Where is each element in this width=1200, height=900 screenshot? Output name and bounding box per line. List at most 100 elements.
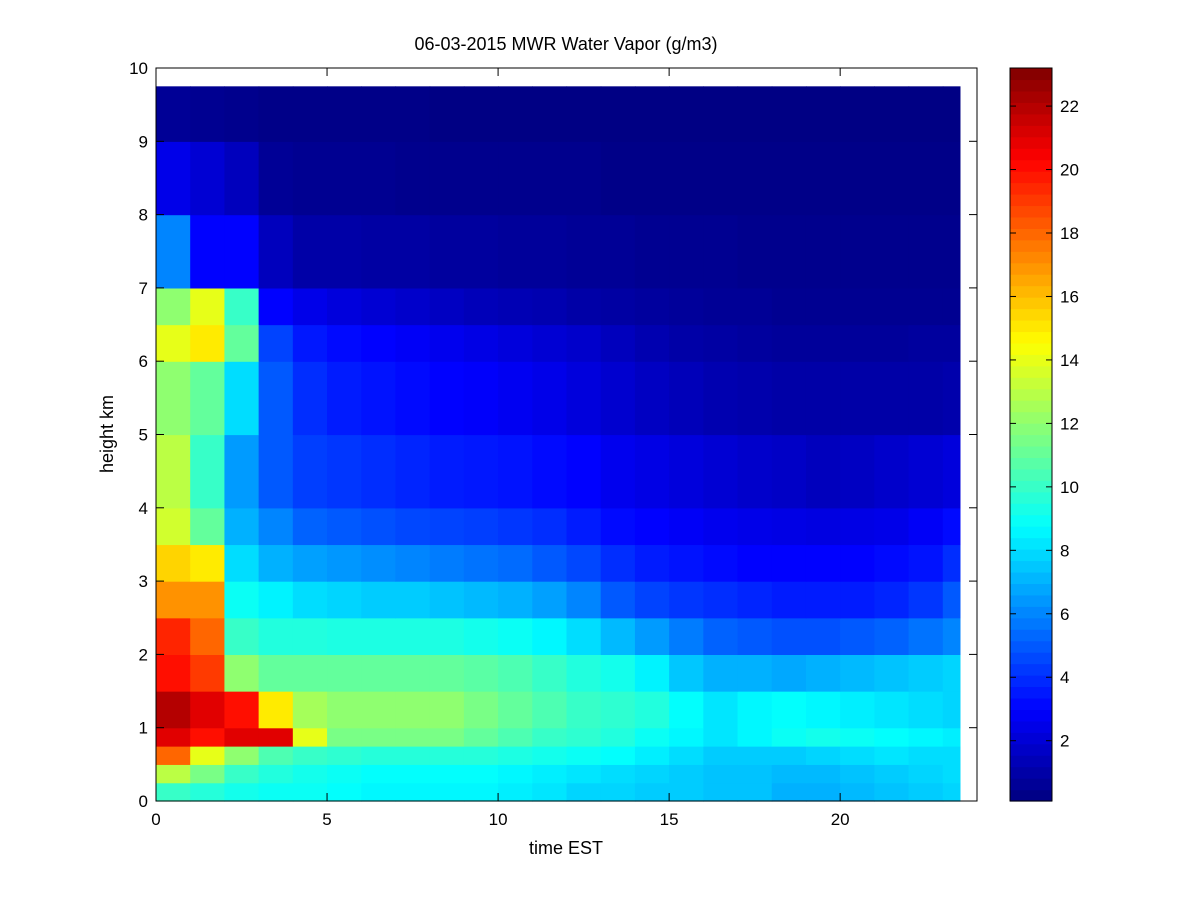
heatmap-cell — [942, 544, 961, 582]
heatmap-cell — [532, 746, 568, 765]
heatmap-cell — [190, 324, 226, 362]
heatmap-cell — [874, 691, 910, 729]
heatmap-cell — [771, 214, 807, 289]
y-tick-label: 6 — [139, 352, 148, 371]
heatmap-cell — [634, 434, 670, 509]
heatmap-cell — [566, 727, 602, 747]
heatmap-cell — [190, 764, 226, 784]
heatmap-cell — [292, 434, 328, 509]
heatmap-cell — [156, 507, 191, 546]
heatmap-cell — [190, 544, 226, 582]
heatmap-cell — [669, 746, 704, 765]
colorbar-swatch — [1010, 640, 1052, 653]
heatmap-cell — [327, 287, 362, 326]
heatmap-cell — [224, 507, 260, 546]
heatmap-cell — [429, 782, 465, 802]
heatmap-cell — [224, 782, 260, 802]
colorbar-swatch — [1010, 560, 1052, 573]
heatmap-cell — [498, 764, 533, 784]
heatmap-cell — [703, 544, 739, 582]
heatmap-cell — [737, 617, 773, 655]
heatmap-cell — [327, 544, 362, 582]
colorbar-tick-label: 16 — [1060, 287, 1079, 306]
heatmap-cell — [874, 287, 910, 326]
heatmap-cell — [258, 214, 294, 289]
heatmap-cell — [600, 86, 636, 142]
heatmap-cell — [874, 654, 910, 692]
heatmap-cell — [669, 581, 704, 619]
heatmap-cell — [429, 727, 465, 747]
x-tick-label: 0 — [151, 810, 160, 829]
heatmap-cell — [805, 287, 841, 326]
heatmap-cell — [908, 764, 944, 784]
colorbar-tick-label: 22 — [1060, 97, 1079, 116]
heatmap-cell — [874, 581, 910, 619]
heatmap-cell — [771, 654, 807, 692]
heatmap-cell — [498, 544, 533, 582]
heatmap-cell — [942, 86, 961, 142]
heatmap-cell — [258, 727, 294, 747]
heatmap-cell — [600, 581, 636, 619]
heatmap-cell — [669, 214, 704, 289]
heatmap-cell — [224, 727, 260, 747]
heatmap-cell — [190, 214, 226, 289]
heatmap-cell — [669, 287, 704, 326]
heatmap-cell — [395, 86, 431, 142]
heatmap-cell — [258, 86, 294, 142]
heatmap-cell — [395, 782, 431, 802]
heatmap-cell — [463, 324, 499, 362]
heatmap-cell — [805, 361, 841, 436]
heatmap-cell — [805, 617, 841, 655]
y-tick-label: 8 — [139, 206, 148, 225]
heatmap-cell — [566, 617, 602, 655]
heatmap-cell — [805, 581, 841, 619]
x-tick-label: 10 — [489, 810, 508, 829]
heatmap-cell — [258, 361, 294, 436]
heatmap-cell — [669, 86, 704, 142]
heatmap-cell — [156, 691, 191, 729]
heatmap-cell — [908, 617, 944, 655]
heatmap-cell — [156, 544, 191, 582]
heatmap-cell — [805, 782, 841, 802]
heatmap-cell — [258, 691, 294, 729]
colorbar-swatch — [1010, 537, 1052, 550]
heatmap-cell — [908, 727, 944, 747]
heatmap-cell — [190, 746, 226, 765]
heatmap-cell — [942, 361, 961, 436]
heatmap-cell — [737, 691, 773, 729]
heatmap-cell — [498, 434, 533, 509]
heatmap-cell — [874, 361, 910, 436]
heatmap-cell — [669, 141, 704, 216]
heatmap-cell — [498, 86, 533, 142]
heatmap-cell — [840, 86, 875, 142]
heatmap-cell — [737, 86, 773, 142]
heatmap-cell — [874, 782, 910, 802]
heatmap-cell — [566, 782, 602, 802]
heatmap-cell — [737, 324, 773, 362]
colorbar-swatch — [1010, 697, 1052, 710]
colorbar-swatch — [1010, 90, 1052, 103]
heatmap-cell — [361, 507, 397, 546]
heatmap-cell — [327, 746, 362, 765]
heatmap-cell — [942, 434, 961, 509]
heatmap-cell — [429, 141, 465, 216]
heatmap-cell — [600, 764, 636, 784]
heatmap-cell — [737, 434, 773, 509]
heatmap-cell — [429, 746, 465, 765]
heatmap-cell — [361, 287, 397, 326]
heatmap-cell — [292, 507, 328, 546]
colorbar-swatch — [1010, 205, 1052, 218]
heatmap-cell — [361, 764, 397, 784]
heatmap-cell — [463, 507, 499, 546]
heatmap-cell — [600, 434, 636, 509]
heatmap-cell — [703, 141, 739, 216]
heatmap-cell — [429, 581, 465, 619]
heatmap-cell — [634, 287, 670, 326]
heatmap-cell — [566, 86, 602, 142]
heatmap-cell — [156, 361, 191, 436]
heatmap-cell — [361, 617, 397, 655]
heatmap-cell — [600, 691, 636, 729]
heatmap-cell — [771, 324, 807, 362]
heatmap-cell — [703, 214, 739, 289]
heatmap-cell — [840, 727, 875, 747]
